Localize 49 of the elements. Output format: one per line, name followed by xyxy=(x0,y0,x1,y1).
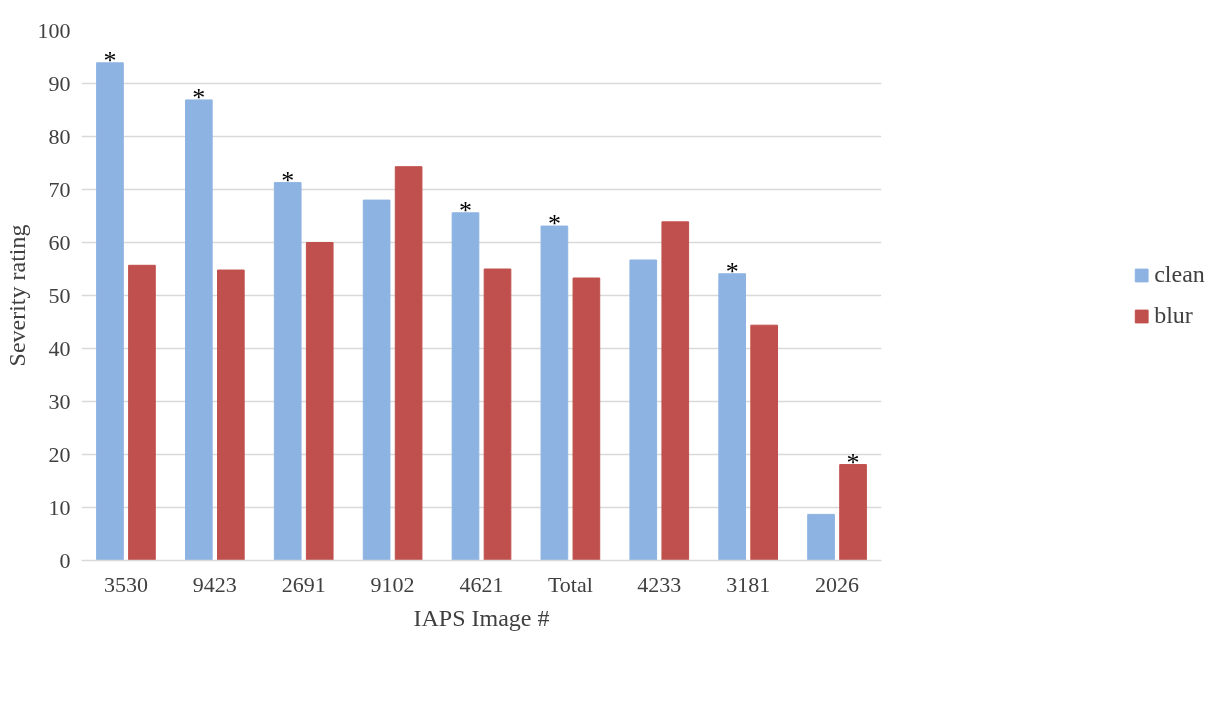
y-tick-label: 80 xyxy=(48,123,71,149)
legend-label: clean xyxy=(1154,261,1205,288)
annotation: * xyxy=(725,256,739,286)
annotation: * xyxy=(547,209,561,239)
x-tick-label: 9102 xyxy=(370,571,415,597)
y-tick-label: 20 xyxy=(48,441,71,467)
y-tick-label: 30 xyxy=(48,388,71,414)
bar xyxy=(394,166,423,561)
bar xyxy=(185,99,213,561)
y-tick-label: 40 xyxy=(48,335,71,361)
bar xyxy=(96,62,124,561)
bar xyxy=(483,268,512,561)
bar xyxy=(839,464,867,561)
y-tick-label: 60 xyxy=(48,229,71,255)
y-tick-label: 10 xyxy=(48,494,71,520)
x-tick-label: 4233 xyxy=(637,571,682,597)
legend-label: blur xyxy=(1154,302,1193,329)
bar xyxy=(217,269,245,561)
x-tick-label: 9423 xyxy=(192,571,237,597)
bar xyxy=(451,212,480,561)
y-tick-label: 70 xyxy=(48,176,71,202)
x-tick-label: 3530 xyxy=(103,571,148,597)
bar xyxy=(362,199,391,561)
bar xyxy=(718,273,746,561)
y-tick-label: 50 xyxy=(48,282,71,308)
y-axis-title: Severity rating xyxy=(3,224,30,367)
x-tick-label: 2691 xyxy=(281,571,326,597)
annotation: * xyxy=(459,195,472,225)
x-tick-label: 4621 xyxy=(459,571,504,597)
y-tick-label: 0 xyxy=(59,547,71,573)
bar xyxy=(540,225,569,561)
x-tick-label: Total xyxy=(547,571,593,597)
bar xyxy=(629,259,658,561)
annotation: * xyxy=(281,165,295,195)
bar xyxy=(128,264,156,561)
annotation: * xyxy=(103,45,117,75)
bar xyxy=(661,221,690,561)
bar xyxy=(572,277,601,561)
x-axis-title: IAPS Image # xyxy=(413,604,550,631)
x-tick-label: 3181 xyxy=(726,571,771,597)
bar xyxy=(750,324,778,561)
bar xyxy=(305,242,334,561)
bar xyxy=(807,513,835,561)
y-tick-label: 90 xyxy=(48,70,71,96)
y-tick-label: 100 xyxy=(37,17,71,43)
annotation: * xyxy=(192,82,206,112)
annotation: * xyxy=(846,447,860,477)
x-tick-label: 2026 xyxy=(815,571,860,597)
bar xyxy=(273,182,302,561)
